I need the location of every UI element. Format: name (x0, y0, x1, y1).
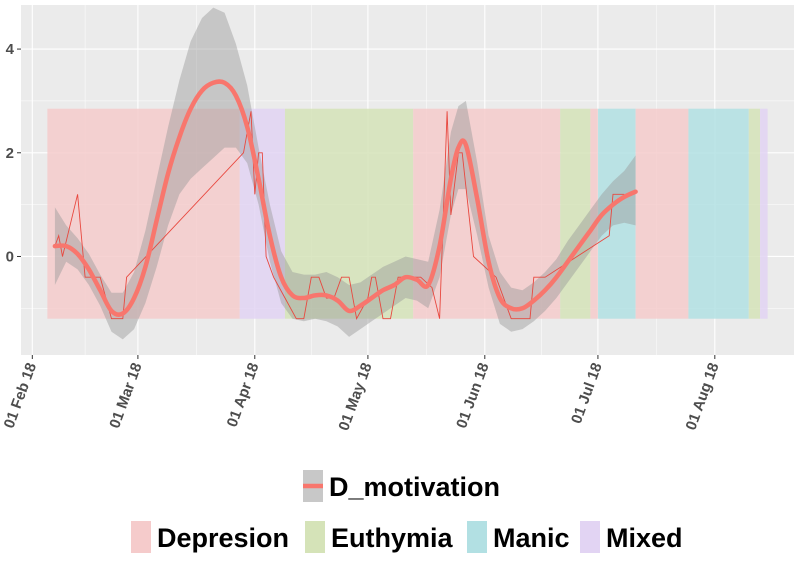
x-tick-label: 01 May 18 (335, 361, 375, 433)
legend-series-entry: D_motivation (303, 470, 500, 502)
episode-band-depresion (413, 108, 561, 319)
raw-series-line (54, 111, 625, 321)
legend-state-label: Mixed (606, 523, 683, 553)
legend-series-label: D_motivation (329, 472, 500, 502)
legend-state-label: Manic (493, 523, 570, 553)
legend-state-entry-depresion: Depresion (131, 521, 289, 553)
episode-band-depresion (635, 108, 689, 319)
legend-state-entry-euthymia: Euthymia (305, 521, 454, 553)
episode-band-euthymia (284, 108, 414, 319)
legend-state-entry-mixed: Mixed (580, 521, 683, 553)
legend-state-key (580, 521, 600, 553)
episode-band-mixed (760, 108, 768, 319)
episode-band-depresion (590, 108, 598, 319)
legend: D_motivation Depresion Euthymia Manic Mi… (131, 470, 683, 553)
y-tick-label: 4 (6, 41, 15, 58)
legend-state-key (305, 521, 325, 553)
episode-band-manic (688, 108, 749, 319)
x-axis: 01 Feb 18 01 Mar 18 01 Apr 18 01 May 18 01 J… (1, 355, 723, 433)
smooth-series-line (52, 79, 638, 317)
legend-state-label: Euthymia (331, 523, 454, 553)
x-tick-label: 01 Apr 18 (224, 361, 263, 430)
x-tick-label: 01 Mar 18 (106, 361, 145, 431)
y-axis: 0 2 4 (6, 41, 21, 265)
legend-state-entry-manic: Manic (467, 521, 570, 553)
x-tick-label: 01 Jul 18 (568, 361, 606, 426)
legend-state-label: Depresion (157, 523, 289, 553)
episode-band-euthymia (560, 108, 591, 319)
legend-state-key (467, 521, 487, 553)
y-tick-label: 2 (6, 145, 14, 162)
x-tick-label: 01 Jun 18 (453, 361, 492, 431)
x-tick-label: 01 Feb 18 (1, 361, 40, 431)
legend-state-key (131, 521, 151, 553)
y-tick-label: 0 (6, 248, 14, 265)
episode-band-euthymia (748, 108, 761, 319)
x-tick-label: 01 Aug 18 (683, 361, 723, 433)
